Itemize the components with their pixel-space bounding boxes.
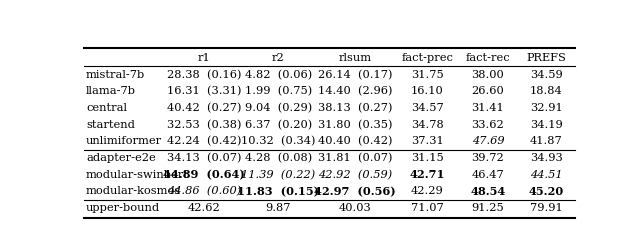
Text: unlimiformer: unlimiformer xyxy=(86,136,162,146)
Text: 71.07: 71.07 xyxy=(411,203,444,213)
Text: 4.82  (0.06): 4.82 (0.06) xyxy=(244,70,312,80)
Text: PREFS: PREFS xyxy=(526,53,566,63)
Text: 26.60: 26.60 xyxy=(472,86,504,96)
Text: 37.31: 37.31 xyxy=(411,136,444,146)
Text: 34.19: 34.19 xyxy=(530,120,563,130)
Text: 26.14  (0.17): 26.14 (0.17) xyxy=(318,70,392,80)
Text: 33.62: 33.62 xyxy=(472,120,504,130)
Text: 31.75: 31.75 xyxy=(411,70,444,80)
Text: 16.31  (3.31): 16.31 (3.31) xyxy=(167,86,241,97)
Text: 48.54: 48.54 xyxy=(470,186,506,197)
Text: 1.99  (0.75): 1.99 (0.75) xyxy=(244,86,312,97)
Text: 40.03: 40.03 xyxy=(339,203,372,213)
Text: 18.84: 18.84 xyxy=(530,86,563,96)
Text: 34.59: 34.59 xyxy=(530,70,563,80)
Text: modular-swinbert: modular-swinbert xyxy=(86,170,189,180)
Text: 40.40  (0.42): 40.40 (0.42) xyxy=(318,136,392,147)
Text: llama-7b: llama-7b xyxy=(86,86,136,96)
Text: 38.00: 38.00 xyxy=(472,70,504,80)
Text: r2: r2 xyxy=(272,53,285,63)
Text: 42.29: 42.29 xyxy=(411,186,444,197)
Text: 4.28  (0.08): 4.28 (0.08) xyxy=(244,153,312,163)
Text: 40.42  (0.27): 40.42 (0.27) xyxy=(167,103,241,113)
Text: r1: r1 xyxy=(198,53,211,63)
Text: 47.69: 47.69 xyxy=(472,136,504,146)
Text: 44.86  (0.60): 44.86 (0.60) xyxy=(167,186,241,197)
Text: 79.91: 79.91 xyxy=(530,203,563,213)
Text: 38.13  (0.27): 38.13 (0.27) xyxy=(318,103,392,113)
Text: 9.04  (0.29): 9.04 (0.29) xyxy=(244,103,312,113)
Text: 28.38  (0.16): 28.38 (0.16) xyxy=(167,70,241,80)
Text: fact-rec: fact-rec xyxy=(466,53,510,63)
Text: 11.39  (0.22): 11.39 (0.22) xyxy=(241,170,316,180)
Text: 32.53  (0.38): 32.53 (0.38) xyxy=(167,120,241,130)
Text: mistral-7b: mistral-7b xyxy=(86,70,145,80)
Text: 44.89  (0.64): 44.89 (0.64) xyxy=(163,169,245,180)
Text: 14.40  (2.96): 14.40 (2.96) xyxy=(318,86,392,97)
Text: 42.24  (0.42): 42.24 (0.42) xyxy=(167,136,241,147)
Text: 10.32  (0.34): 10.32 (0.34) xyxy=(241,136,316,147)
Text: adapter-e2e: adapter-e2e xyxy=(86,153,156,163)
Text: startend: startend xyxy=(86,120,135,130)
Text: 31.81  (0.07): 31.81 (0.07) xyxy=(318,153,392,163)
Text: 31.41: 31.41 xyxy=(472,103,504,113)
Text: 34.57: 34.57 xyxy=(411,103,444,113)
Text: 42.92  (0.59): 42.92 (0.59) xyxy=(318,170,392,180)
Text: modular-kosmos: modular-kosmos xyxy=(86,186,181,197)
Text: 11.83  (0.15): 11.83 (0.15) xyxy=(237,186,319,197)
Text: 31.15: 31.15 xyxy=(411,153,444,163)
Text: 6.37  (0.20): 6.37 (0.20) xyxy=(244,120,312,130)
Text: upper-bound: upper-bound xyxy=(86,203,160,213)
Text: 9.87: 9.87 xyxy=(266,203,291,213)
Text: 91.25: 91.25 xyxy=(472,203,504,213)
Text: 16.10: 16.10 xyxy=(411,86,444,96)
Text: 44.51: 44.51 xyxy=(530,170,563,180)
Text: 42.62: 42.62 xyxy=(188,203,220,213)
Text: 39.72: 39.72 xyxy=(472,153,504,163)
Text: 45.20: 45.20 xyxy=(529,186,564,197)
Text: 42.71: 42.71 xyxy=(410,169,445,180)
Text: 41.87: 41.87 xyxy=(530,136,563,146)
Text: rlsum: rlsum xyxy=(339,53,372,63)
Text: central: central xyxy=(86,103,127,113)
Text: 34.13  (0.07): 34.13 (0.07) xyxy=(167,153,241,163)
Text: 42.97  (0.56): 42.97 (0.56) xyxy=(314,186,396,197)
Text: 32.91: 32.91 xyxy=(530,103,563,113)
Text: 31.80  (0.35): 31.80 (0.35) xyxy=(318,120,392,130)
Text: 46.47: 46.47 xyxy=(472,170,504,180)
Text: fact-prec: fact-prec xyxy=(401,53,453,63)
Text: 34.93: 34.93 xyxy=(530,153,563,163)
Text: 34.78: 34.78 xyxy=(411,120,444,130)
